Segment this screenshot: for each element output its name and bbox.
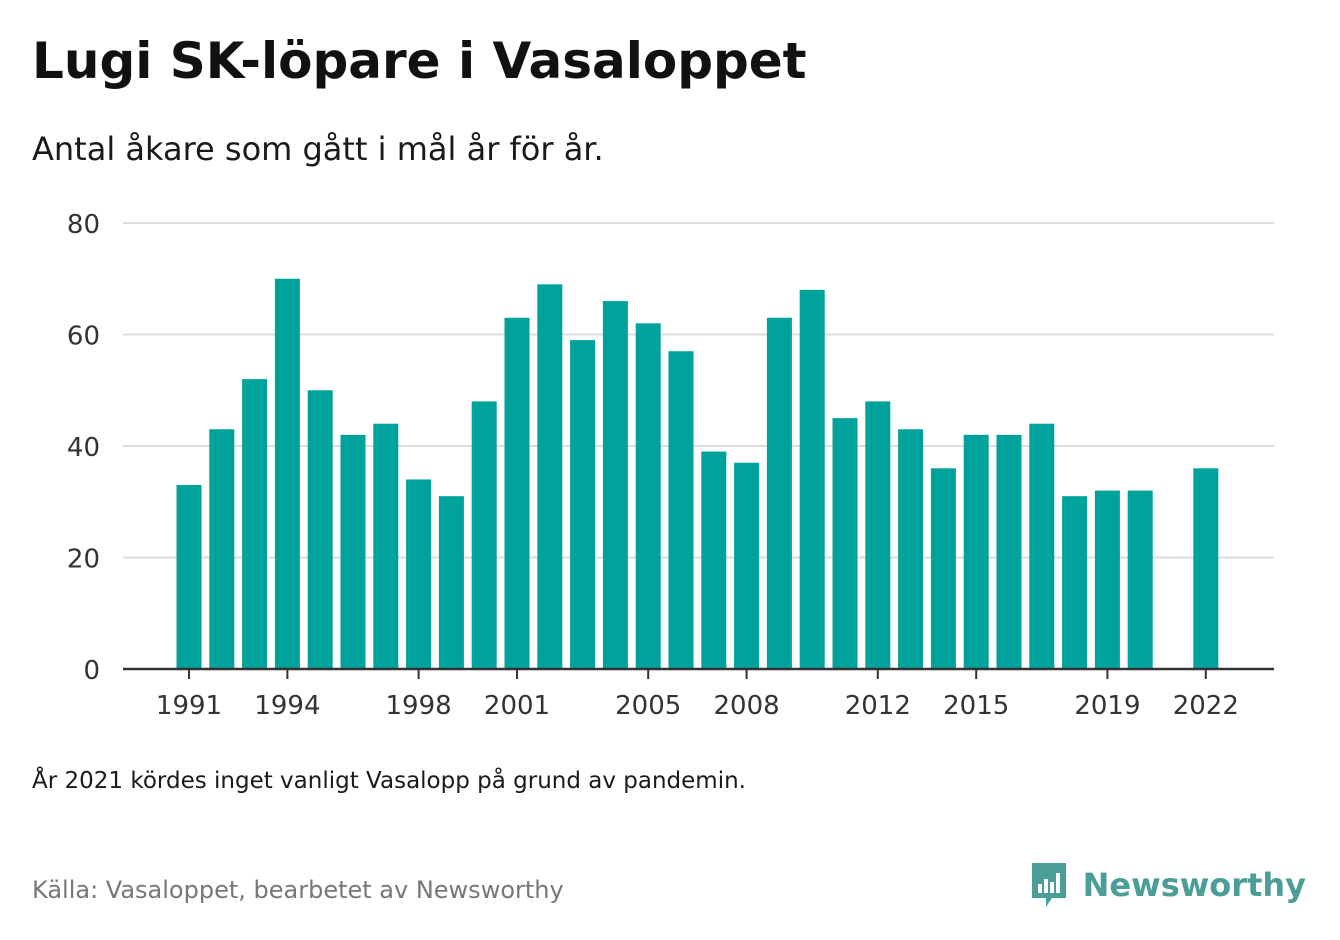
y-tick-label: 80 [67, 210, 100, 240]
source-credit: Källa: Vasaloppet, bearbetet av Newswort… [32, 876, 564, 904]
bar-1991 [176, 485, 202, 669]
bar-2017 [1029, 423, 1055, 669]
bar-2012 [865, 401, 891, 669]
bar-1994 [274, 278, 300, 669]
bar-2019 [1094, 490, 1120, 669]
bar-2009 [766, 317, 792, 669]
bar-1999 [438, 496, 464, 669]
bar-2005 [635, 323, 661, 669]
bar-chart: 0 20 40 60 80 1991 1994 1998 2001 2005 2008 2012 20… [67, 210, 1274, 721]
x-tick-label: 2022 [1173, 691, 1239, 721]
y-tick-label: 20 [67, 545, 100, 575]
bar-1996 [340, 434, 366, 669]
x-tick-label: 2005 [615, 691, 681, 721]
bar-2004 [602, 301, 628, 669]
x-tick-label: 2015 [943, 691, 1009, 721]
y-tick-label: 60 [67, 322, 100, 352]
newsworthy-logo-text: Newsworthy [1082, 866, 1306, 904]
x-tick-label: 1991 [156, 691, 222, 721]
bar-2010 [799, 289, 825, 669]
chart-subtitle: Antal åkare som gått i mål år för år. [32, 130, 604, 168]
x-tick-label: 2019 [1074, 691, 1140, 721]
bar-2003 [570, 340, 596, 669]
bar-2022 [1193, 468, 1219, 669]
bar-2008 [734, 462, 760, 669]
bar-1995 [307, 390, 333, 669]
bar-2016 [996, 434, 1022, 669]
chart-title: Lugi SK-löpare i Vasaloppet [32, 32, 807, 90]
bar-2001 [504, 317, 530, 669]
bar-1998 [406, 479, 432, 669]
bar-2006 [668, 351, 694, 669]
bar-2007 [701, 451, 727, 669]
y-tick-label: 40 [67, 433, 100, 463]
bars [176, 278, 1219, 669]
bar-2000 [471, 401, 497, 669]
x-axis-ticks: 1991 1994 1998 2001 2005 2008 2012 2015 2019 2022 [156, 669, 1239, 721]
x-tick-label: 2012 [845, 691, 911, 721]
bar-1993 [242, 379, 268, 669]
newsworthy-logo[interactable]: Newsworthy [1029, 860, 1306, 910]
newsworthy-logo-icon [1031, 863, 1066, 907]
x-tick-label: 2008 [714, 691, 780, 721]
x-tick-label: 1994 [254, 691, 320, 721]
bar-2014 [930, 468, 956, 669]
y-axis-ticks: 0 20 40 60 80 [67, 210, 100, 686]
chart-note: År 2021 kördes inget vanligt Vasalopp på… [32, 768, 746, 794]
bar-2015 [963, 434, 989, 669]
x-tick-label: 2001 [484, 691, 550, 721]
bar-1992 [209, 429, 235, 669]
bar-2020 [1127, 490, 1153, 669]
y-tick-label: 0 [83, 656, 100, 686]
bar-2018 [1062, 496, 1088, 669]
bar-2011 [832, 418, 858, 669]
x-tick-label: 1998 [386, 691, 452, 721]
bar-2013 [898, 429, 924, 669]
bar-1997 [373, 423, 399, 669]
bar-2002 [537, 284, 563, 669]
